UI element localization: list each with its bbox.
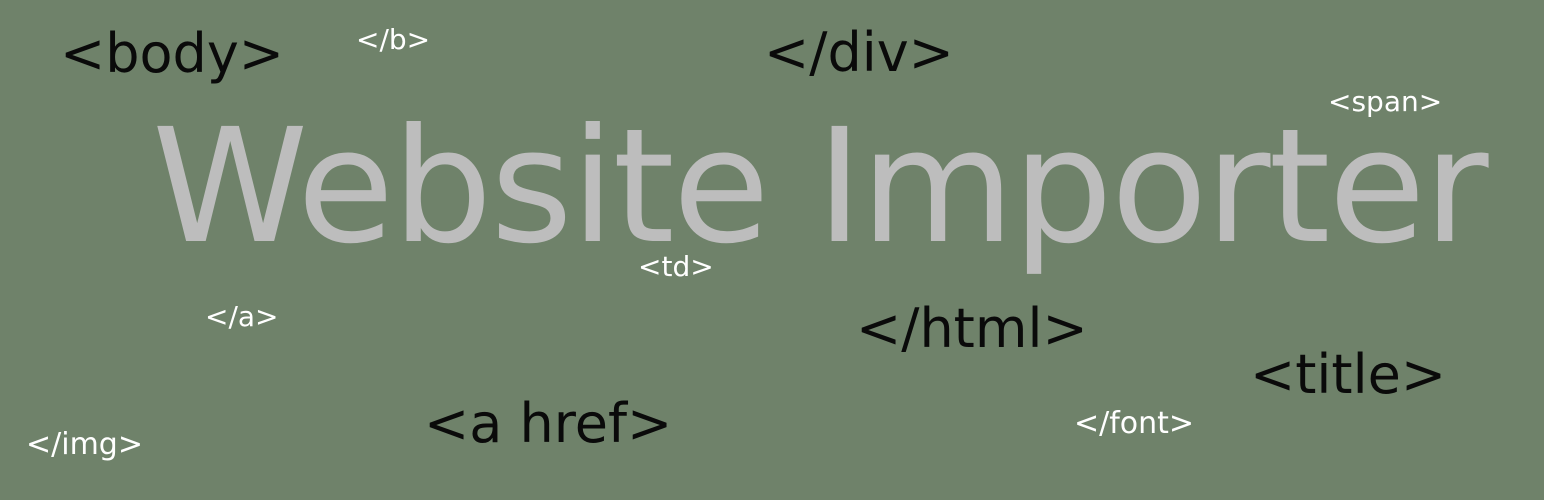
tag-a-close: </a> bbox=[205, 300, 279, 333]
banner-title: Website Importer bbox=[152, 95, 1489, 279]
tag-font-close: </font> bbox=[1074, 406, 1195, 441]
tag-span: <span> bbox=[1328, 85, 1443, 118]
tag-img-close: </img> bbox=[26, 427, 143, 462]
tag-title: <title> bbox=[1250, 343, 1447, 406]
tag-html-close: </html> bbox=[856, 297, 1088, 360]
tag-b-close: </b> bbox=[356, 23, 431, 56]
tag-td: <td> bbox=[638, 250, 714, 283]
tag-a-href: <a href> bbox=[424, 392, 673, 455]
tag-body: <body> bbox=[60, 22, 285, 85]
tag-div-close: </div> bbox=[764, 21, 954, 84]
